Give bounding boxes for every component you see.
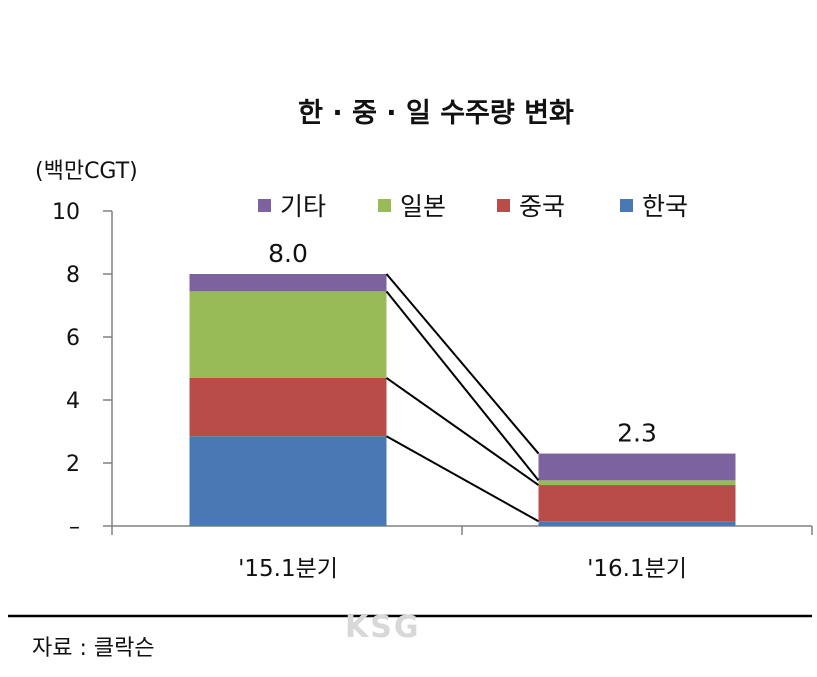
total-label: 8.0 [268, 239, 308, 268]
y-tick-label: 8 [66, 263, 80, 288]
y-tick-label: 4 [66, 389, 80, 414]
legend-label: 한국 [642, 192, 688, 221]
y-tick-label: 6 [66, 326, 80, 351]
legend-swatch-중국 [497, 199, 510, 212]
legend-label: 일본 [400, 192, 446, 221]
y-tick-label: 2 [66, 452, 80, 477]
bar-segment-한국 [189, 436, 387, 526]
legend-label: 기타 [280, 192, 326, 221]
bar-segment-중국 [189, 377, 387, 437]
bar-segment-중국 [538, 485, 736, 522]
y-tick-label: 10 [52, 200, 80, 225]
watermark: KSG [345, 610, 421, 645]
connector-line [386, 435, 539, 523]
y-axis-label: (백만CGT) [35, 159, 138, 184]
bar-segment-기타 [538, 453, 736, 481]
legend-swatch-일본 [378, 199, 391, 212]
legend-label: 중국 [519, 192, 565, 221]
y-tick-label: – [69, 515, 80, 540]
bar-segment-일본 [189, 291, 387, 378]
bar-segment-한국 [538, 521, 736, 526]
connector-line [385, 273, 540, 455]
legend-swatch-한국 [620, 199, 633, 212]
total-label: 2.3 [617, 419, 657, 448]
legend-swatch-기타 [258, 199, 271, 212]
bar-segment-일본 [538, 480, 736, 486]
source-note: 자료 : 클락슨 [32, 636, 155, 661]
x-tick-label: '16.1분기 [587, 556, 687, 582]
connector-line [385, 377, 540, 486]
connector-line [385, 290, 540, 481]
x-tick-label: '15.1분기 [238, 556, 338, 582]
bar-segment-기타 [189, 274, 387, 292]
chart-title: 한 · 중 · 일 수주량 변화 [298, 98, 574, 129]
